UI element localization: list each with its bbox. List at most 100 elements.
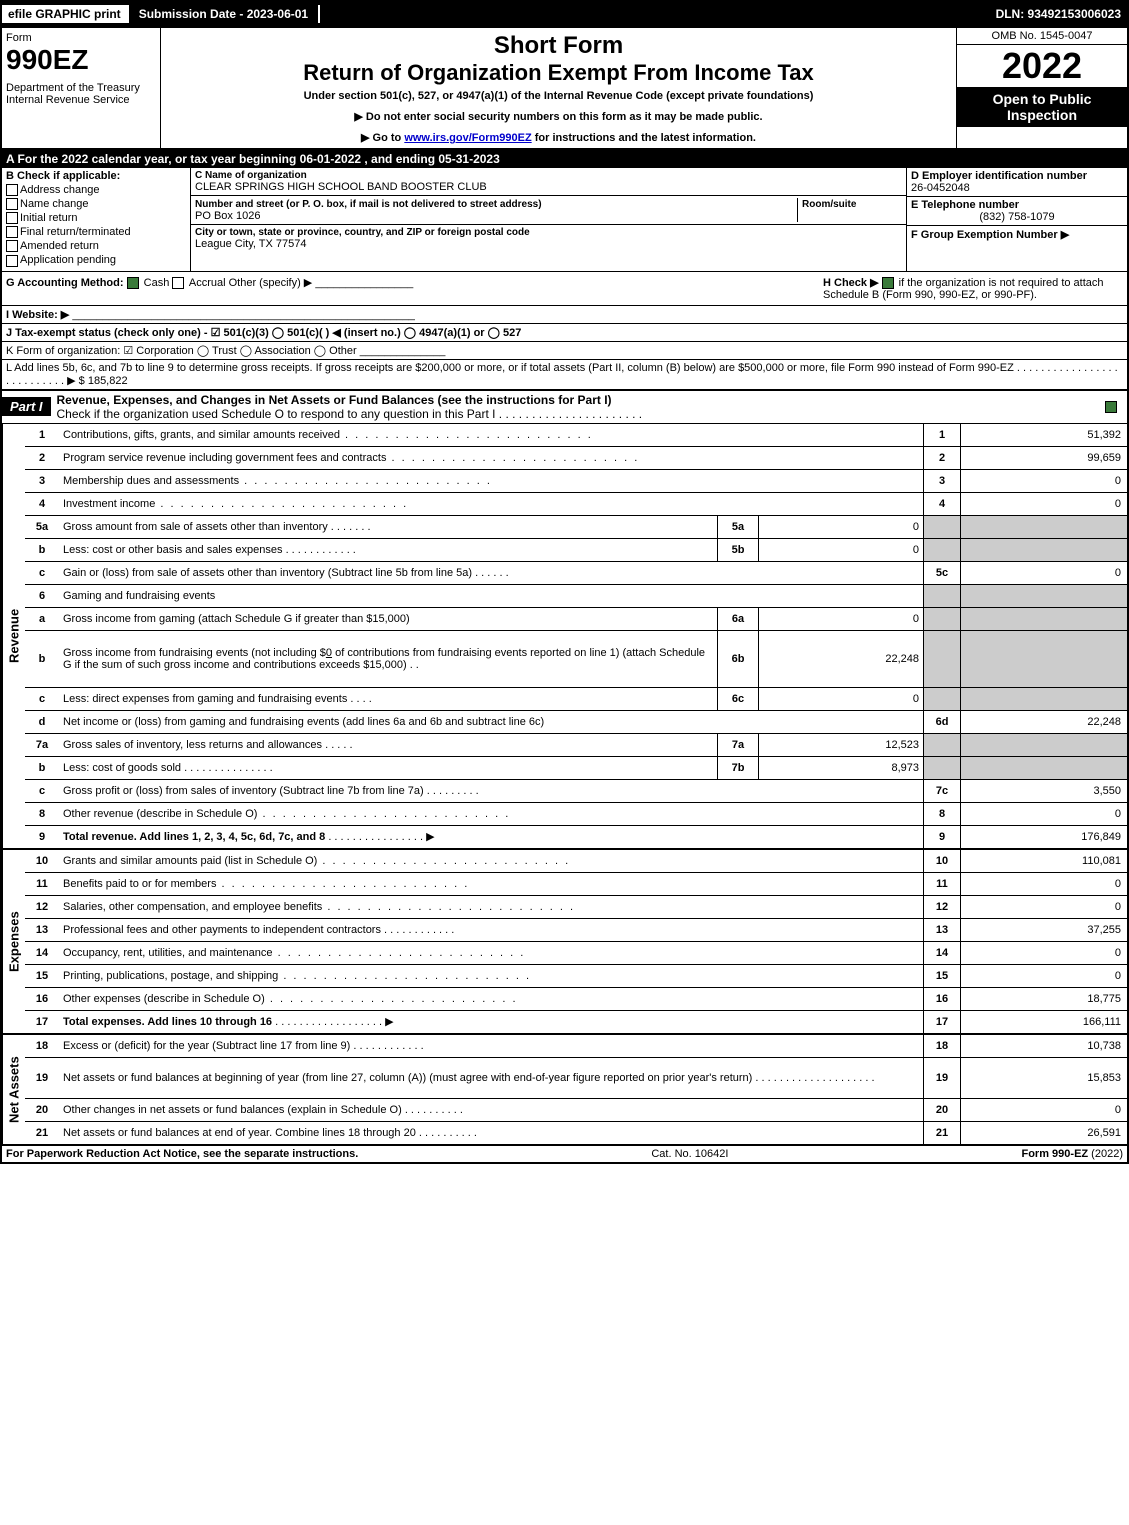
expenses-section: Expenses 10 Grants and similar amounts p… <box>0 850 1129 1033</box>
column-c: C Name of organization CLEAR SPRINGS HIG… <box>191 168 906 271</box>
line-desc: Gross amount from sale of assets other t… <box>63 521 328 533</box>
ref-box: 11 <box>923 873 961 895</box>
amount: 0 <box>961 965 1127 987</box>
line-num: c <box>25 691 59 707</box>
chk-accrual[interactable] <box>172 277 184 289</box>
ref-box: 21 <box>923 1122 961 1144</box>
line-desc: Professional fees and other payments to … <box>63 924 381 936</box>
part1-subtitle: Check if the organization used Schedule … <box>57 407 643 421</box>
amount: 0 <box>961 470 1127 492</box>
top-bar: efile GRAPHIC print Submission Date - 20… <box>0 0 1129 28</box>
line-num: 15 <box>25 968 59 984</box>
sub-val: 0 <box>759 688 923 710</box>
line-num: b <box>25 651 59 667</box>
line-num: 3 <box>25 473 59 489</box>
sub-box: 5b <box>717 539 759 561</box>
chk-application-pending[interactable]: Application pending <box>6 254 186 266</box>
footer-right-pre: Form <box>1021 1148 1052 1160</box>
line-desc: Grants and similar amounts paid (list in… <box>63 855 317 867</box>
footer-left: For Paperwork Reduction Act Notice, see … <box>6 1148 358 1160</box>
amount: 0 <box>961 1099 1127 1121</box>
efile-print-label[interactable]: efile GRAPHIC print <box>2 5 127 23</box>
amount: 22,248 <box>961 711 1127 733</box>
chk-amended-return[interactable]: Amended return <box>6 240 186 252</box>
sub-box: 6b <box>717 631 759 687</box>
line-7c: c Gross profit or (loss) from sales of i… <box>25 780 1127 803</box>
dln-number: DLN: 93492153006023 <box>990 5 1127 23</box>
line-num: 19 <box>25 1070 59 1086</box>
ref-box: 19 <box>923 1058 961 1098</box>
part1-label: Part I <box>2 397 51 416</box>
line-6c: c Less: direct expenses from gaming and … <box>25 688 1127 711</box>
footer-right-post: (2022) <box>1088 1148 1123 1160</box>
city-label: City or town, state or province, country… <box>195 227 902 238</box>
line-14: 14 Occupancy, rent, utilities, and maint… <box>25 942 1127 965</box>
ein-value: 26-0452048 <box>911 182 1123 194</box>
line-1: 1 Contributions, gifts, grants, and simi… <box>25 424 1127 447</box>
line-9: 9 Total revenue. Add lines 1, 2, 3, 4, 5… <box>25 826 1127 848</box>
line-desc: Other changes in net assets or fund bala… <box>63 1104 402 1116</box>
line-15: 15 Printing, publications, postage, and … <box>25 965 1127 988</box>
open-to-public: Open to Public Inspection <box>957 87 1127 127</box>
phone-label: E Telephone number <box>911 199 1123 211</box>
line-desc: Net assets or fund balances at end of ye… <box>63 1127 416 1139</box>
chk-h[interactable] <box>882 277 894 289</box>
header-note1: ▶ Do not enter social security numbers o… <box>165 110 952 123</box>
chk-final-return[interactable]: Final return/terminated <box>6 226 186 238</box>
irs-link[interactable]: www.irs.gov/Form990EZ <box>404 132 531 144</box>
ref-shaded <box>923 631 961 687</box>
amount: 110,081 <box>961 850 1127 872</box>
line-desc: Less: cost or other basis and sales expe… <box>63 544 283 556</box>
ref-shaded <box>923 734 961 756</box>
sub-val: 0 <box>759 608 923 630</box>
chk-name-change[interactable]: Name change <box>6 198 186 210</box>
amount: 15,853 <box>961 1058 1127 1098</box>
info-grid: B Check if applicable: Address change Na… <box>0 168 1129 271</box>
line-desc: Printing, publications, postage, and shi… <box>63 970 278 982</box>
line-5b: b Less: cost or other basis and sales ex… <box>25 539 1127 562</box>
part1-check[interactable] <box>1097 400 1127 414</box>
revenue-side-label: Revenue <box>2 424 25 848</box>
chk-address-change[interactable]: Address change <box>6 184 186 196</box>
ref-box: 7c <box>923 780 961 802</box>
line-desc: Less: direct expenses from gaming and fu… <box>63 693 347 705</box>
form-header: Form 990EZ Department of the Treasury In… <box>0 28 1129 150</box>
sub-box: 7b <box>717 757 759 779</box>
header-note2: ▶ Go to www.irs.gov/Form990EZ for instru… <box>165 131 952 144</box>
amount: 0 <box>961 873 1127 895</box>
amount-shaded <box>961 631 1127 687</box>
amount-shaded <box>961 757 1127 779</box>
ref-box: 9 <box>923 826 961 848</box>
line-8: 8 Other revenue (describe in Schedule O)… <box>25 803 1127 826</box>
column-d: D Employer identification number 26-0452… <box>906 168 1127 271</box>
sub-val: 12,523 <box>759 734 923 756</box>
ref-shaded <box>923 757 961 779</box>
line-num: c <box>25 565 59 581</box>
chk-cash[interactable] <box>127 277 139 289</box>
street-label: Number and street (or P. O. box, if mail… <box>195 199 542 210</box>
ref-box: 12 <box>923 896 961 918</box>
amount: 0 <box>961 562 1127 584</box>
line-num: 13 <box>25 922 59 938</box>
submission-date: Submission Date - 2023-06-01 <box>127 5 320 23</box>
group-exemption-label: F Group Exemption Number ▶ <box>911 228 1123 241</box>
header-left: Form 990EZ Department of the Treasury In… <box>2 28 161 148</box>
chk-label: Application pending <box>20 254 116 266</box>
line-num: 4 <box>25 496 59 512</box>
chk-initial-return[interactable]: Initial return <box>6 212 186 224</box>
line-num: 14 <box>25 945 59 961</box>
line-desc: Total expenses. Add lines 10 through 16 <box>63 1016 272 1028</box>
line-3: 3 Membership dues and assessments 3 0 <box>25 470 1127 493</box>
ref-box: 10 <box>923 850 961 872</box>
line-desc: Salaries, other compensation, and employ… <box>63 901 322 913</box>
footer-center: Cat. No. 10642I <box>651 1148 728 1160</box>
footer-right-bold: 990-EZ <box>1052 1148 1088 1160</box>
col-b-title: B Check if applicable: <box>6 170 186 182</box>
line-4: 4 Investment income 4 0 <box>25 493 1127 516</box>
k-text: K Form of organization: ☑ Corporation ◯ … <box>6 345 357 357</box>
line-20: 20 Other changes in net assets or fund b… <box>25 1099 1127 1122</box>
ref-box: 15 <box>923 965 961 987</box>
line-6a: a Gross income from gaming (attach Sched… <box>25 608 1127 631</box>
part1-header: Part I Revenue, Expenses, and Changes in… <box>0 391 1129 424</box>
line-7b: b Less: cost of goods sold . . . . . . .… <box>25 757 1127 780</box>
